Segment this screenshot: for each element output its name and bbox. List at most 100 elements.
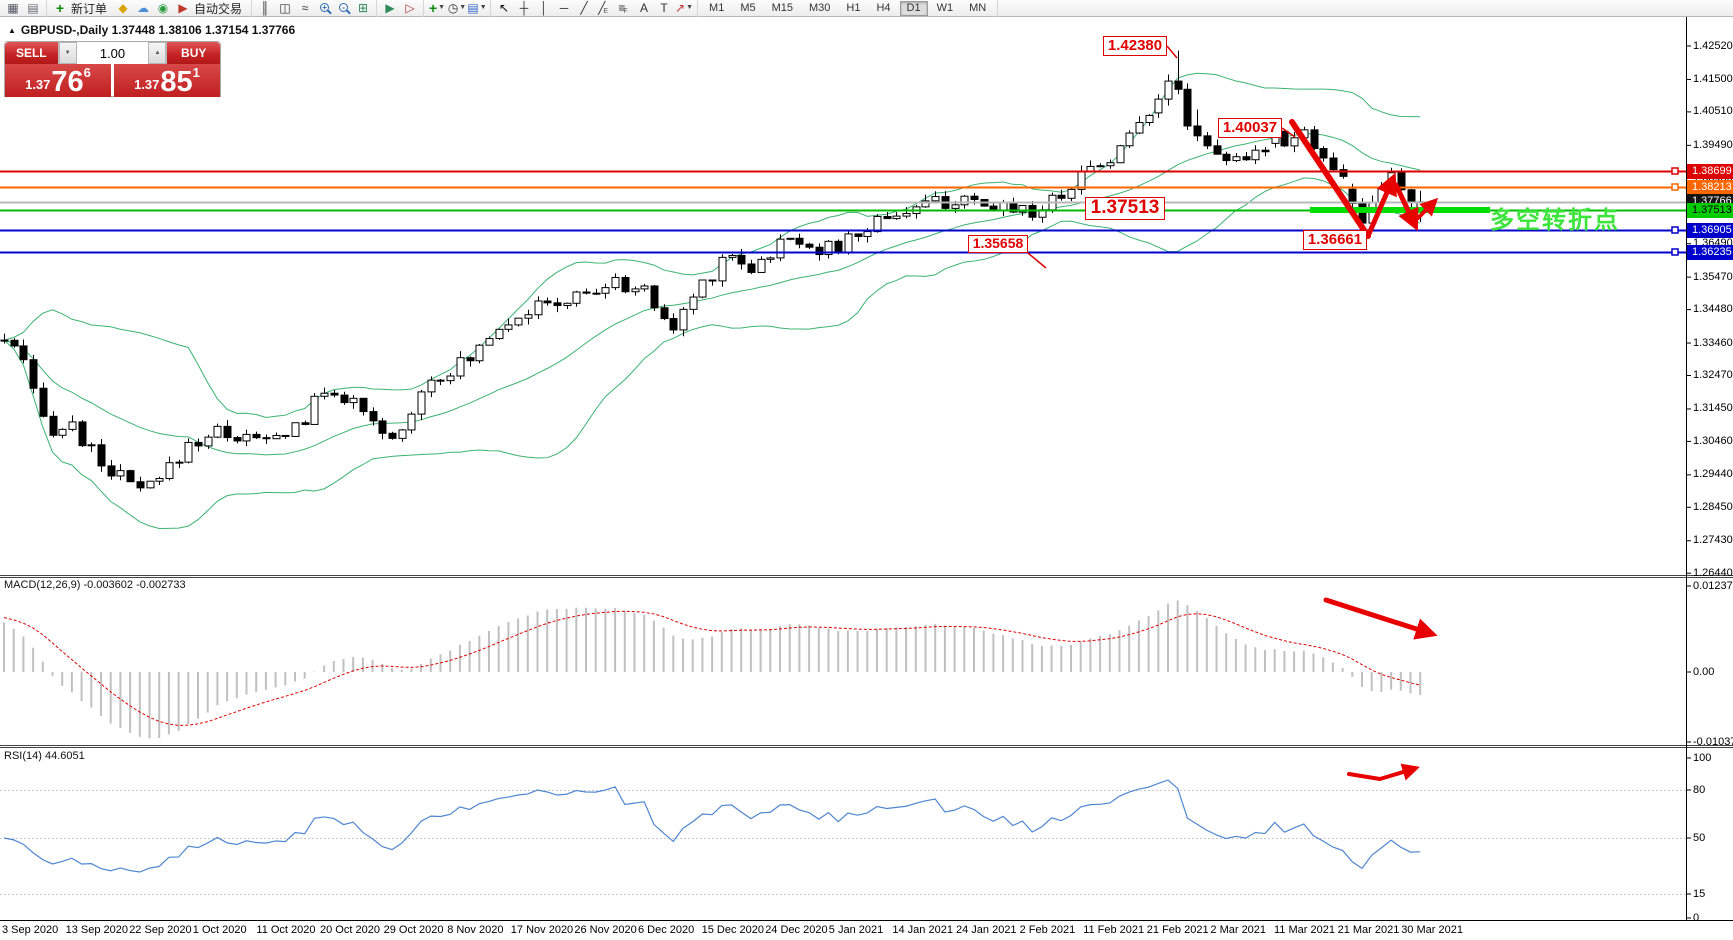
crosshair-icon[interactable]: ┼ [519, 1, 529, 15]
chart-symbol-period: GBPUSD-,Daily [20, 23, 109, 37]
price-tick: 1.28450 [1693, 500, 1733, 513]
timeframe-h4[interactable]: H4 [869, 1, 897, 16]
periods-icon-dropdown[interactable]: ▼ [459, 4, 467, 11]
zoom-in-icon[interactable]: + [320, 2, 330, 12]
red-arrows[interactable] [1289, 119, 1439, 781]
volume-input[interactable] [76, 42, 149, 64]
price-tick: 1.26440 [1693, 566, 1733, 579]
toolbar-group: + 新订单 ◆ ☁ ◉ ▶ 自动交易 [47, 0, 253, 17]
price-annotation-1.35658[interactable]: 1.35658 [968, 235, 1028, 253]
sell-price-button[interactable]: 1.37 76 6 [5, 64, 111, 97]
chart-shift-icon[interactable]: ▷ [405, 1, 415, 15]
support-bar[interactable] [1310, 207, 1490, 213]
timeframe-group: M1 M5 M15 M30 H1 H4 D1 W1 MN [698, 0, 999, 17]
timeframe-m15[interactable]: M15 [765, 1, 800, 16]
autotrading-icon[interactable]: ▶ [178, 1, 188, 15]
price-badge-1.36905: 1.36905 [1687, 222, 1733, 238]
arrows-icon[interactable]: ↗ ▼ [675, 1, 694, 15]
date-label: 15 Dec 2020 [701, 924, 764, 936]
price-badge-1.36235: 1.36235 [1687, 244, 1733, 260]
time-axis[interactable]: 3 Sep 2020 13 Sep 2020 22 Sep 2020 1 Oct 20… [0, 921, 1686, 940]
new-order-icon[interactable]: + [55, 0, 65, 16]
price-scale[interactable]: 1.425201.415001.405101.394901.384801.364… [1687, 17, 1733, 924]
bid-prefix: 1.37 [25, 77, 51, 92]
date-label: 22 Sep 2020 [129, 924, 192, 936]
buy-price-button[interactable]: 1.37 85 1 [114, 64, 220, 97]
date-label: 11 Feb 2021 [1083, 924, 1145, 936]
pivot-note[interactable]: 多空转折点 [1490, 207, 1620, 234]
price-badge-1.38213: 1.38213 [1687, 179, 1733, 195]
tile-windows-icon[interactable]: ⊞ [358, 1, 369, 15]
vertical-line-icon[interactable]: │ [540, 1, 548, 15]
ask-big-digits: 85 [160, 66, 193, 98]
line-chart-icon[interactable]: ≈ [301, 1, 309, 15]
chart-window-icon[interactable]: ▦ [7, 1, 19, 15]
candlestick-chart-icon[interactable]: ◫ [279, 1, 291, 15]
bollinger-middle [3, 133, 1421, 456]
rsi-layer [0, 779, 1686, 895]
market-watch-icon[interactable]: ◆ [118, 1, 128, 15]
timeframe-h1[interactable]: H1 [839, 1, 867, 16]
rsi-label: RSI(14) 44.6051 [4, 750, 85, 762]
price-tick: 1.41500 [1693, 72, 1733, 85]
date-label: 26 Nov 2020 [574, 924, 637, 936]
trendline-icon[interactable]: ╱ [580, 1, 588, 15]
price-annotation-1.36661[interactable]: 1.36661 [1303, 230, 1367, 250]
sell-button[interactable]: SELL [5, 42, 58, 64]
auto-scroll-icon[interactable]: ▶ [385, 1, 395, 15]
date-label: 11 Mar 2021 [1274, 924, 1335, 936]
price-tick: 1.27430 [1693, 534, 1733, 547]
macd-tick: -0.010374 [1693, 735, 1733, 748]
date-label: 2 Mar 2021 [1210, 924, 1267, 936]
new-order-icon-label[interactable]: 新订单 [71, 1, 108, 16]
bollinger-upper [3, 72, 1421, 418]
date-label: 3 Sep 2020 [2, 924, 59, 936]
periods-icon[interactable]: ◷ ▼ [447, 1, 467, 15]
price-annotation-1.40037[interactable]: 1.40037 [1218, 118, 1282, 138]
data-window-icon[interactable]: ▤ [27, 1, 39, 15]
date-label: 14 Jan 2021 [892, 924, 953, 936]
price-annotation-1.37513[interactable]: 1.37513 [1085, 197, 1165, 220]
indicators-icon-dropdown[interactable]: ▼ [438, 4, 446, 11]
timeframe-w1[interactable]: W1 [930, 1, 961, 16]
timeframe-m5[interactable]: M5 [733, 1, 762, 16]
zoom-out-icon[interactable]: - [339, 2, 349, 12]
main-chart-layer [0, 50, 1686, 530]
text-icon[interactable]: A [640, 1, 649, 15]
timeframe-m1[interactable]: M1 [702, 1, 731, 16]
buy-button[interactable]: BUY [167, 42, 221, 64]
price-tick: 1.30460 [1693, 434, 1733, 447]
macd-tick: 0.012372 [1693, 579, 1733, 592]
fibonacci-icon[interactable]: ≡ F [614, 0, 634, 16]
autotrading-icon-label[interactable]: 自动交易 [194, 1, 243, 16]
cursor-icon[interactable]: ↖ [499, 1, 510, 15]
data-center-icon[interactable]: ☁ [137, 1, 150, 15]
toolbar-group: + ▼ ◷ ▼ ▤ ▼ [424, 0, 492, 17]
volume-up-button[interactable]: ▲ [148, 42, 167, 64]
indicators-icon[interactable]: + ▼ [428, 0, 446, 16]
horizontal-line-icon[interactable]: ─ [559, 1, 569, 15]
trade-panel-top-row: SELL ▼ ▲ BUY [5, 42, 221, 64]
channel-icon-sub: E [603, 8, 608, 15]
rsi-tick: 80 [1693, 783, 1706, 796]
timeframe-mn[interactable]: MN [962, 1, 993, 16]
label-icon[interactable]: T [660, 1, 668, 15]
rsi-tick: 0 [1693, 911, 1700, 924]
volume-spinner: ▼ ▲ [57, 42, 168, 64]
price-tick: 1.40510 [1693, 105, 1733, 118]
chart-ohlc-values: 1.37448 1.38106 1.37154 1.37766 [111, 23, 296, 37]
timeframe-m30[interactable]: M30 [802, 1, 837, 16]
date-label: 11 Oct 2020 [256, 924, 316, 936]
arrows-icon-dropdown[interactable]: ▼ [686, 4, 694, 11]
date-label: 1 Oct 2020 [192, 924, 247, 936]
signals-icon[interactable]: ◉ [157, 1, 169, 15]
bar-chart-icon[interactable]: ║ [260, 1, 270, 15]
price-annotation-1.42380[interactable]: 1.42380 [1103, 36, 1167, 56]
templates-icon[interactable]: ▤ ▼ [467, 1, 487, 15]
volume-down-button[interactable]: ▼ [58, 42, 77, 64]
timeframe-d1[interactable]: D1 [899, 0, 928, 16]
channel-icon[interactable]: ╱ E [594, 0, 614, 16]
templates-icon-dropdown[interactable]: ▼ [479, 4, 487, 11]
collapse-icon[interactable]: ▲ [8, 26, 16, 35]
